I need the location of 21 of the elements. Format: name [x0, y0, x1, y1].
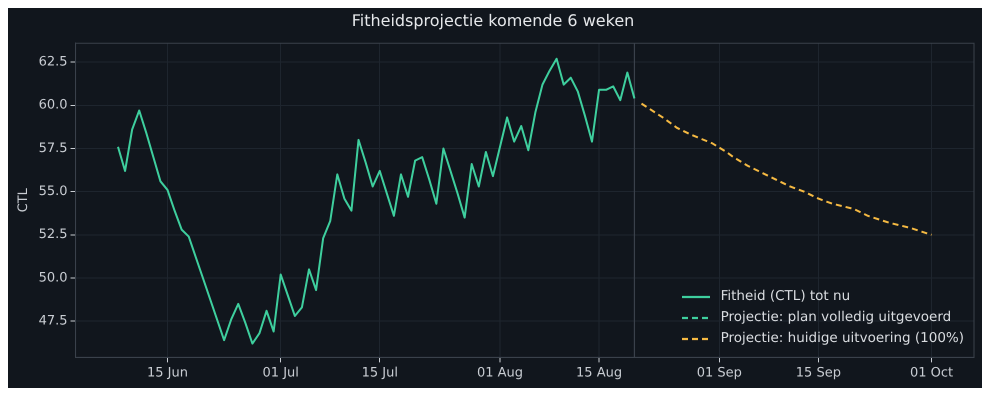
y-tick-label: 55.0 — [38, 184, 68, 200]
y-tick-label: 47.5 — [38, 314, 68, 329]
x-tick-label: 01 Oct — [910, 366, 954, 381]
x-tick-label: 15 Aug — [576, 366, 622, 381]
x-tick-label: 01 Sep — [696, 366, 742, 381]
chart-title: Fitheidsprojectie komende 6 weken — [352, 10, 634, 30]
legend-label: Projectie: plan volledig uitgevoerd — [720, 308, 952, 328]
x-tick-label: 15 Sep — [796, 366, 841, 381]
legend-label: Projectie: huidige uitvoering (100%) — [720, 329, 964, 348]
y-tick-label: 62.5 — [38, 54, 68, 70]
y-tick-label: 52.5 — [38, 227, 68, 242]
y-axis-title: CTL — [16, 187, 32, 212]
line-series — [640, 102, 933, 236]
y-tick-label: 50.0 — [38, 270, 68, 286]
x-tick-label: 01 Aug — [476, 366, 524, 381]
y-tick-label: 60.0 — [38, 98, 68, 113]
legend-label: Fitheid (CTL) tot nu — [720, 287, 850, 306]
x-tick-label: 15 Jun — [147, 366, 188, 381]
x-tick-label: 15 Jul — [362, 366, 398, 381]
y-tick-label: 57.5 — [38, 140, 68, 156]
x-tick-label: 01 Jul — [262, 366, 299, 381]
